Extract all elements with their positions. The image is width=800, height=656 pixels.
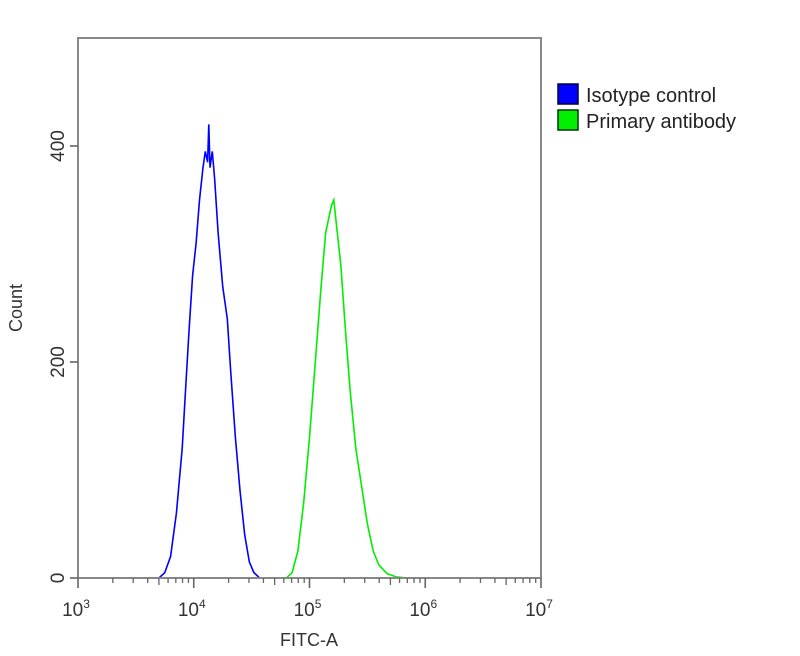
legend-swatch-isotype — [557, 83, 579, 105]
legend-label-isotype: Isotype control — [586, 85, 716, 107]
x-tick-label: 104 — [178, 597, 206, 621]
y-tick-label: 400 — [48, 130, 69, 162]
plot-frame — [77, 37, 542, 579]
legend-swatch-primary — [557, 109, 579, 131]
series-line-1 — [285, 196, 408, 579]
x-tick-label: 107 — [525, 597, 553, 621]
x-tick-label: 103 — [62, 597, 90, 621]
x-axis: 103 104 105 106 107 — [62, 578, 553, 621]
x-tick-label: 105 — [294, 597, 322, 621]
legend-label-primary: Primary antibody — [586, 111, 736, 133]
y-axis-title: Count — [6, 284, 26, 332]
series-layer — [158, 124, 408, 579]
y-axis: 0 200 400 — [48, 130, 78, 583]
y-tick-label: 200 — [48, 346, 69, 378]
x-axis-title: FITC-A — [280, 630, 338, 650]
series-line-0 — [158, 124, 261, 579]
legend: Isotype control Primary antibody — [557, 83, 736, 133]
y-tick-label: 0 — [48, 573, 69, 584]
x-tick-label: 106 — [409, 597, 437, 621]
